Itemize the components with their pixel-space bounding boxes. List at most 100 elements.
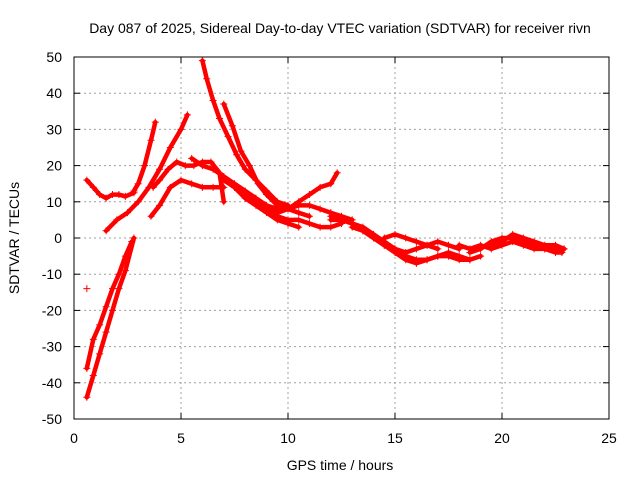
data-point-marker [147,212,155,220]
data-point-marker [316,205,324,213]
series-trace [84,239,135,371]
data-point-marker [380,234,388,242]
data-point-marker [188,180,196,188]
data-point-marker [149,183,157,191]
data-point-marker [151,118,159,126]
data-point-marker [327,223,335,231]
data-point-marker [295,209,303,217]
x-tick-label: 5 [177,430,185,446]
data-point-marker [263,191,271,199]
data-point-marker [203,75,211,83]
x-tick-label: 10 [280,430,296,446]
data-point-marker [245,162,253,170]
series-layer [83,57,568,401]
data-point-marker [134,180,142,188]
data-point-marker [220,100,228,108]
data-point-marker [316,223,324,231]
data-point-marker [198,183,206,191]
data-point-marker [121,252,129,260]
data-point-marker [423,256,431,264]
data-point-marker [273,212,281,220]
data-point-marker [466,248,474,256]
data-point-marker [102,194,110,202]
y-axis-title: SDTVAR / TECUs [6,182,22,294]
data-point-marker [284,216,292,224]
data-point-marker [327,180,335,188]
data-point-marker [207,158,215,166]
data-point-marker [224,133,232,141]
data-point-marker [519,234,527,242]
data-point-marker [305,212,313,220]
data-point-marker [402,234,410,242]
data-point-marker [295,216,303,224]
data-point-marker [402,256,410,264]
data-point-marker [83,176,91,184]
y-tick-label: 40 [46,85,62,101]
series-trace [84,177,137,201]
data-point-marker [109,285,117,293]
data-point-marker [445,241,452,249]
data-point-marker [233,151,241,159]
y-tick-label: -50 [42,411,62,427]
data-point-marker [284,205,292,213]
data-point-marker [209,165,217,173]
data-point-marker [177,125,185,133]
data-point-marker [305,201,313,209]
series-arc-5 [147,176,228,220]
data-point-marker [237,147,245,155]
series-trace [221,101,312,219]
data-point-marker [434,245,442,253]
data-point-marker [477,245,485,253]
data-point-marker [124,209,131,217]
data-point-marker [188,154,196,162]
data-point-marker [370,234,378,242]
data-point-marker [220,176,228,184]
data-point-marker [83,393,91,401]
data-point-marker [89,335,97,343]
data-point-marker [295,201,303,209]
data-point-marker [305,220,313,228]
data-point-marker [109,191,117,199]
data-point-marker [231,183,238,191]
chart-title: Day 087 of 2025, Sidereal Day-to-day VTE… [89,20,591,36]
data-point-marker [89,372,97,380]
data-point-marker [115,270,123,278]
series-arc-6 [83,234,138,401]
data-point-marker [130,187,138,195]
x-axis-title: GPS time / hours [287,457,394,473]
x-tick-label: 25 [601,430,617,446]
data-point-marker [121,267,129,275]
data-point-marker [164,165,172,173]
data-point-marker [115,191,123,199]
series-trace [382,232,462,252]
data-point-marker [141,162,149,170]
data-point-marker [252,201,260,209]
data-point-marker [552,248,559,256]
data-point-marker [333,169,341,177]
series-arc-1 [83,176,138,202]
data-point-marker [305,191,313,199]
tick-layer: 0 5 10 15 20 25 50 40 30 20 10 0 -10 -20 -30 -40 -50 [42,49,617,446]
data-point-marker [391,230,399,238]
y-tick-label: 20 [46,158,62,174]
data-point-marker [434,252,442,260]
data-point-marker [423,241,431,249]
data-point-marker [209,183,217,191]
data-point-marker [254,180,262,188]
y-tick-label: 30 [46,121,62,137]
data-point-marker [552,241,559,249]
data-point-marker [102,303,110,311]
x-tick-label: 0 [70,430,78,446]
x-tick-label: 20 [494,430,510,446]
data-point-marker [166,144,174,151]
y-tick-label: -20 [42,302,62,318]
data-point-marker [134,198,142,206]
data-point-marker [295,223,303,231]
data-point-marker [190,162,198,170]
data-point-marker [359,227,367,235]
data-point-marker [241,194,249,202]
data-point-marker [412,245,420,253]
data-point-marker [216,115,224,123]
data-point-marker [530,238,538,246]
